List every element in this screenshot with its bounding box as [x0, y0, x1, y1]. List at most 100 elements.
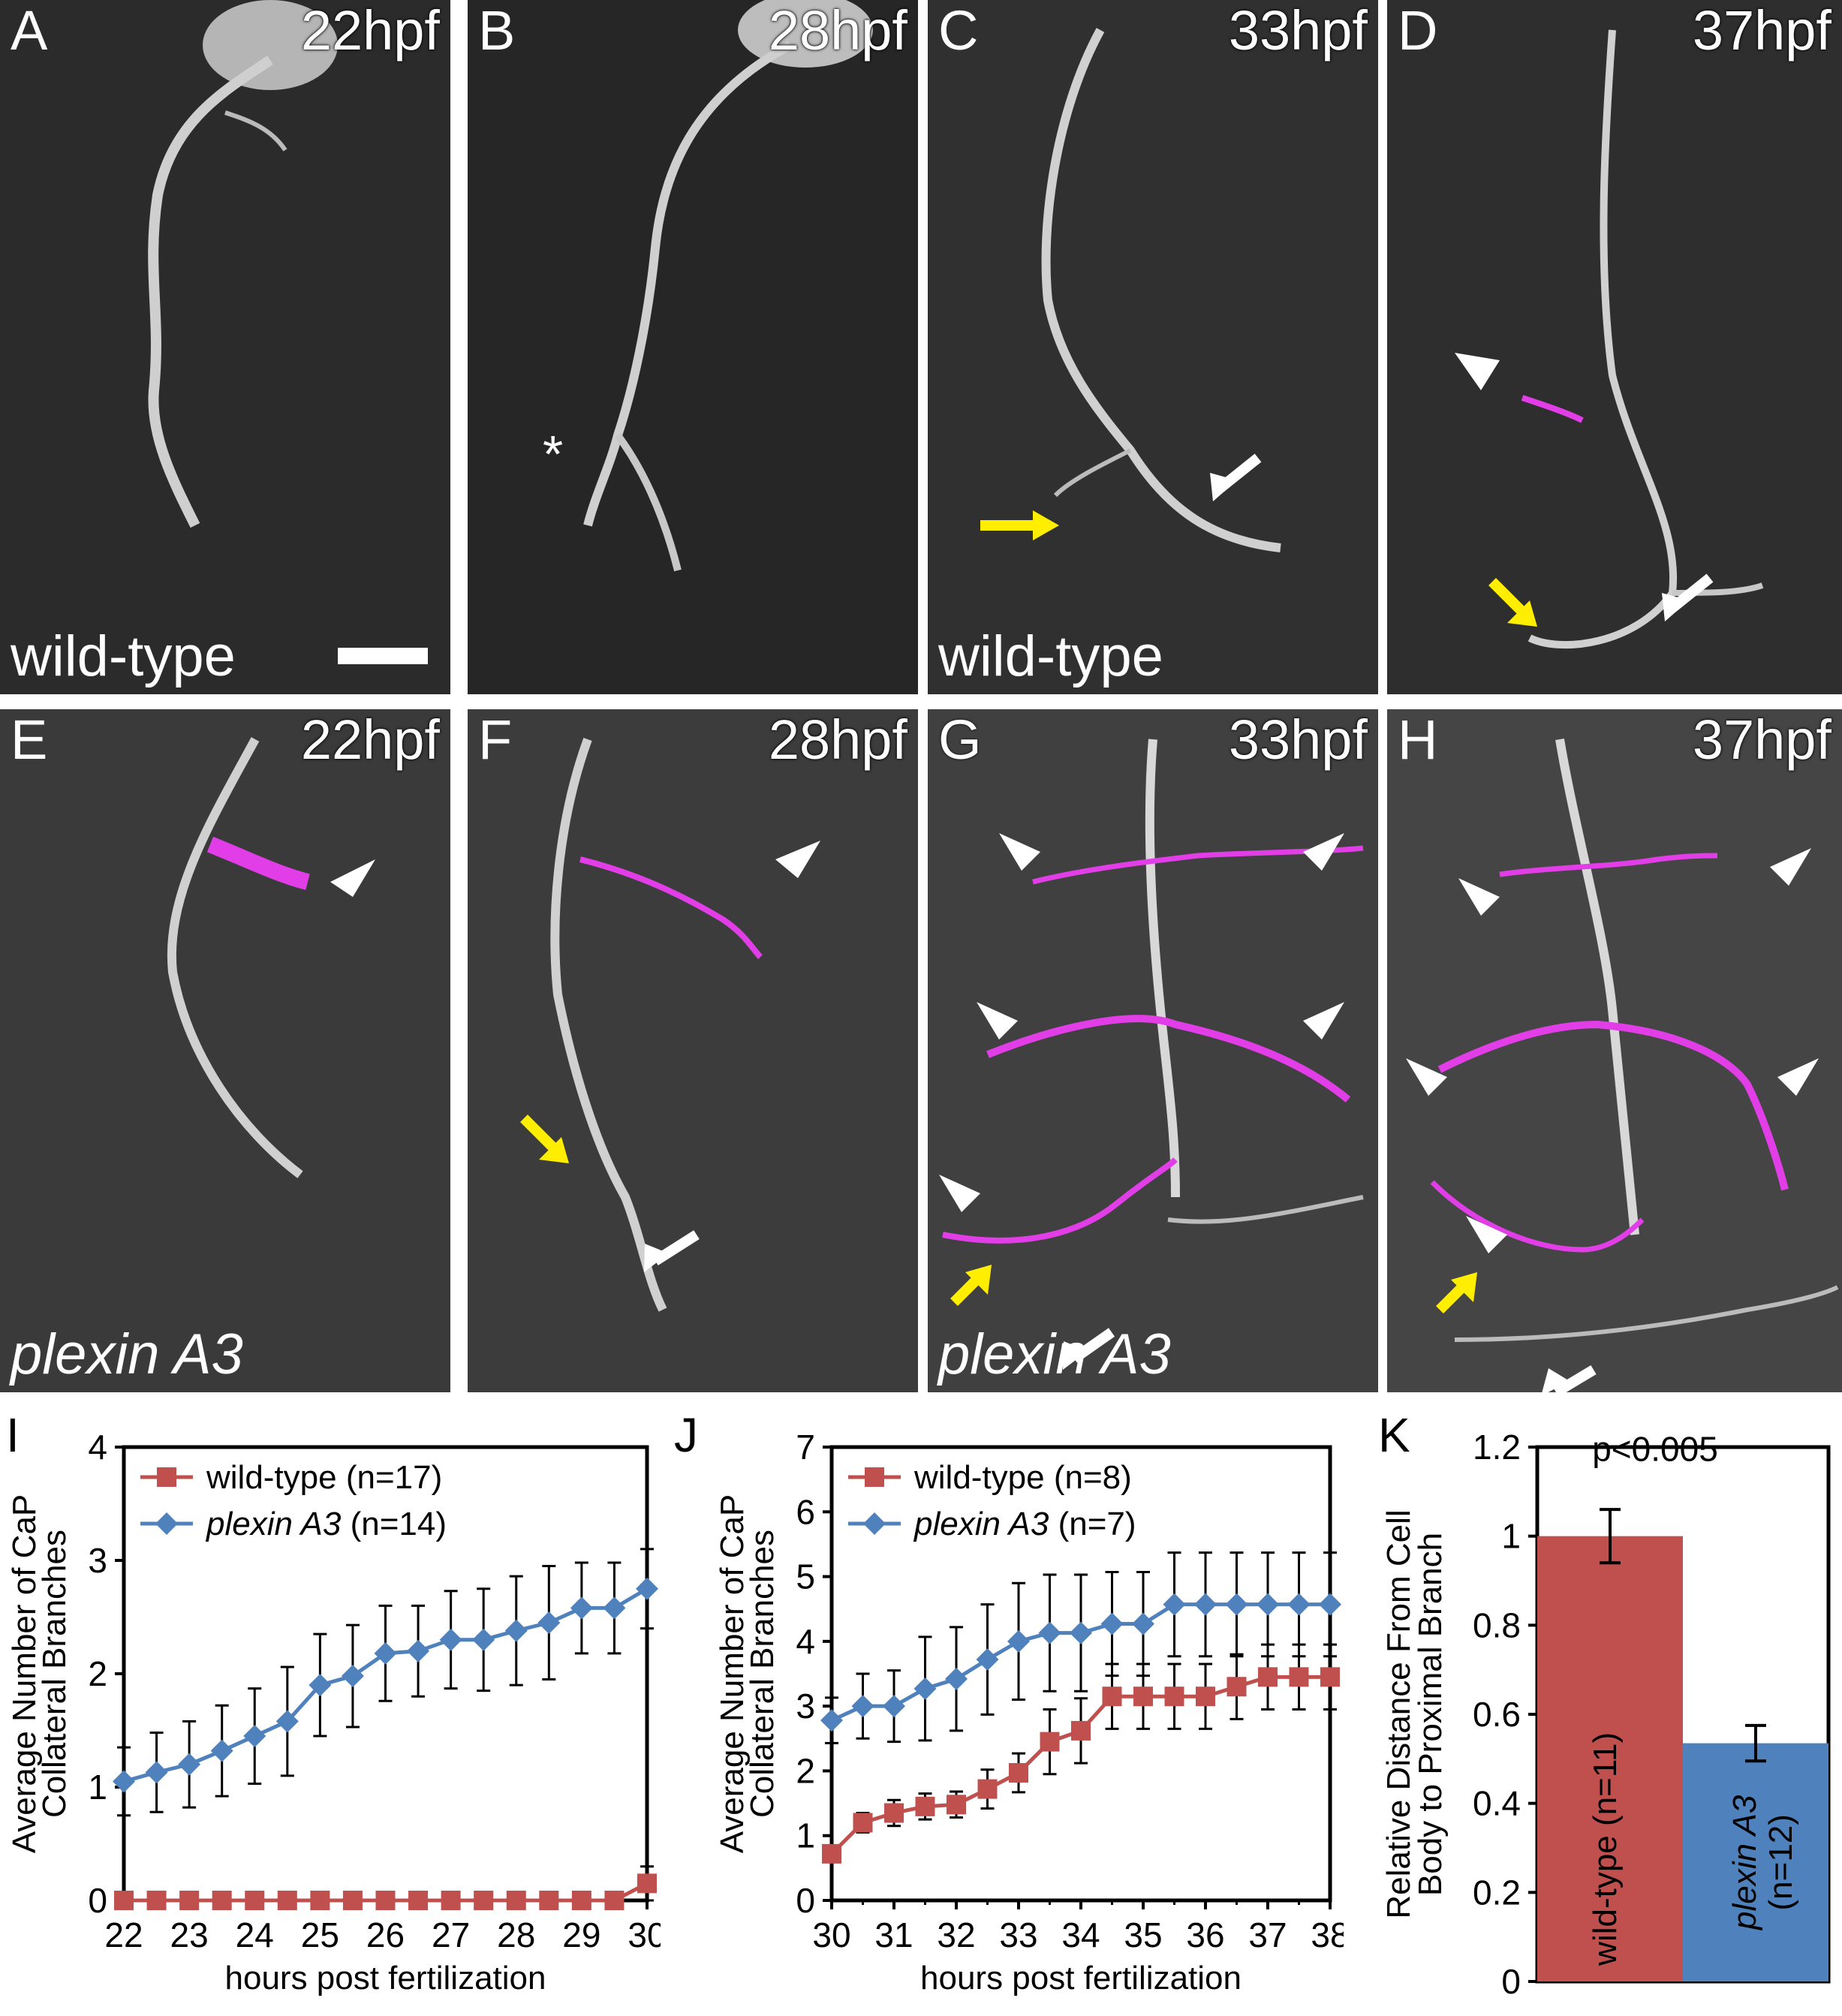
wild-type-point [342, 1891, 363, 1910]
y-tick-label: 1 [1501, 1517, 1521, 1556]
plexin-a3-point [945, 1667, 968, 1690]
plexin-a3-point [1132, 1612, 1154, 1635]
y-axis-label: Collateral Branches [744, 1530, 781, 1818]
x-tick-label: 34 [1061, 1915, 1100, 1954]
plexin-a3-point [145, 1761, 168, 1784]
wild-type-point [1040, 1732, 1060, 1752]
y-tick-label: 0.6 [1473, 1695, 1521, 1734]
plexin-a3-point [1257, 1593, 1279, 1616]
plexin-a3-point [603, 1596, 626, 1620]
wild-type-point [1009, 1763, 1028, 1783]
micrograph-E [0, 709, 450, 1392]
wild-type-point [441, 1891, 461, 1910]
plexin-a3-point [1038, 1621, 1061, 1644]
panel-letter: E [11, 709, 48, 771]
legend-entry: plexin A3 (n=7) [913, 1506, 1136, 1542]
x-tick-label: 30 [628, 1915, 661, 1954]
x-tick-label: 25 [301, 1915, 339, 1954]
legend-entry: wild-type (n=8) [913, 1459, 1132, 1496]
wild-type-point [1133, 1687, 1153, 1707]
plexin-a3-point [210, 1739, 233, 1762]
panel-letter: H [1398, 709, 1438, 771]
x-tick-label: 23 [170, 1915, 209, 1954]
timepoint-label: 33hpf [1228, 709, 1368, 771]
genotype-label: wild-type [11, 624, 236, 688]
wild-type-point [571, 1891, 591, 1910]
legend-swatch-marker [863, 1512, 886, 1535]
timepoint-label: 37hpf [1692, 0, 1831, 62]
y-tick-label: 6 [796, 1492, 815, 1531]
wild-type-point [506, 1891, 526, 1910]
plexin-a3-point [1287, 1593, 1311, 1616]
panel-letter: D [1398, 0, 1438, 62]
plexin-a3-point [275, 1710, 299, 1733]
timepoint-label: 33hpf [1228, 0, 1368, 62]
plexin-a3-point [1070, 1621, 1092, 1644]
plexin-a3-point [472, 1628, 495, 1651]
plexin-a3-point [1319, 1593, 1341, 1616]
y-tick-label: 0 [796, 1881, 815, 1920]
timepoint-label: 37hpf [1692, 709, 1831, 771]
wild-type-point [1320, 1667, 1340, 1687]
wild-type-point [375, 1891, 396, 1910]
wild-type-point [310, 1891, 330, 1910]
y-axis-label: Average Number of CaP [6, 1494, 43, 1854]
plexin-a3-point [113, 1770, 135, 1793]
wild-type-point [277, 1891, 297, 1910]
wild-type-point [977, 1779, 998, 1799]
y-axis-label: Collateral Branches [36, 1530, 73, 1818]
micrograph-G [928, 709, 1378, 1392]
wild-type-point [1196, 1687, 1215, 1707]
timepoint-label: 22hpf [300, 0, 440, 62]
y-tick-label: 0.4 [1473, 1784, 1521, 1823]
y-tick-label: 4 [796, 1622, 815, 1661]
y-tick-label: 1.2 [1473, 1428, 1521, 1467]
plexin-a3-point [504, 1619, 528, 1642]
wild-type-point [947, 1795, 966, 1815]
x-tick-label: 32 [937, 1915, 975, 1954]
wild-type-point [1164, 1687, 1184, 1707]
legend-swatch-marker [865, 1467, 884, 1487]
timepoint-label: 28hpf [768, 0, 907, 62]
wild-type-point [1289, 1667, 1309, 1687]
wild-type-point [1226, 1677, 1247, 1697]
wild-type-point [604, 1891, 625, 1910]
x-tick-label: 33 [999, 1915, 1037, 1954]
y-tick-label: 1 [796, 1816, 815, 1855]
y-tick-label: 2 [796, 1751, 815, 1790]
panel-F: F 28hpf [468, 709, 918, 1392]
panel-letter: B [478, 0, 516, 62]
plexin-a3-point [243, 1725, 266, 1748]
chart-letter-I: I [6, 1408, 20, 1462]
wild-type-point [915, 1796, 935, 1816]
plexin-a3-point [407, 1639, 430, 1662]
x-tick-label: 37 [1248, 1915, 1287, 1954]
micrograph-C [928, 0, 1378, 694]
x-tick-label: 29 [562, 1915, 600, 1954]
asterisk-marker: * [543, 425, 564, 483]
x-tick-label: 27 [432, 1915, 470, 1954]
y-tick-label: 0 [88, 1881, 107, 1920]
x-tick-label: 24 [236, 1915, 274, 1954]
chart-letter-J: J [674, 1408, 698, 1462]
legend-swatch-marker [157, 1467, 176, 1487]
plexin-a3-point [439, 1628, 462, 1651]
x-tick-label: 22 [104, 1915, 143, 1954]
plexin-a3-point [178, 1753, 201, 1776]
panel-E: E 22hpf plexin A3 [0, 709, 450, 1392]
x-axis-label: hours post fertilization [225, 1960, 546, 1996]
wild-type-point [408, 1891, 429, 1910]
micrograph-F [468, 709, 918, 1392]
panel-letter: C [938, 0, 979, 62]
p-value-annotation: p<0.005 [1592, 1430, 1718, 1469]
panel-B: B 28hpf * [468, 0, 918, 694]
wild-type-point [146, 1891, 167, 1910]
panel-H: H 37hpf [1387, 709, 1842, 1392]
wild-type-point [1258, 1667, 1278, 1687]
legend-entry: wild-type (n=17) [206, 1459, 442, 1496]
y-tick-label: 1 [88, 1768, 107, 1807]
plexin-a3-point [851, 1695, 874, 1718]
micrograph-A [0, 0, 450, 694]
